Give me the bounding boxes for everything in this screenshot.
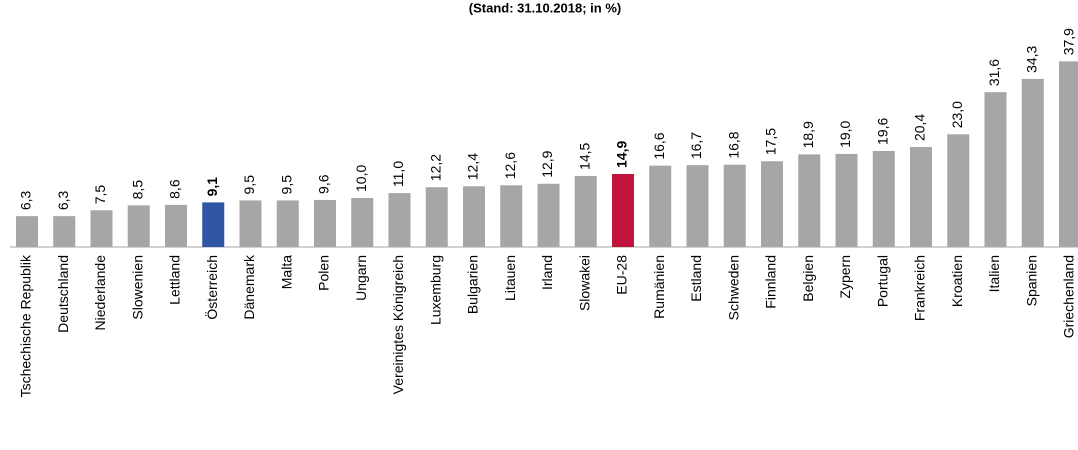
x-tick-label: Österreich xyxy=(203,255,220,320)
bar xyxy=(463,186,485,247)
value-label: 8,6 xyxy=(167,179,183,199)
value-label: 6,3 xyxy=(18,190,34,210)
bar xyxy=(16,216,38,247)
x-tick-label: Griechenland xyxy=(1061,255,1077,338)
x-tick-label: Lettland xyxy=(167,255,183,305)
bar xyxy=(165,204,187,247)
value-label: 16,7 xyxy=(688,132,704,159)
x-tick-label: Slowakei xyxy=(576,255,592,311)
x-tick-label: Schweden xyxy=(725,255,741,320)
x-tick-label: Belgien xyxy=(800,255,816,302)
value-label: 14,5 xyxy=(576,142,592,169)
bar xyxy=(872,150,895,247)
x-tick-label: Finnland xyxy=(763,255,779,309)
bar xyxy=(984,92,1007,247)
value-label: 11,0 xyxy=(390,161,406,187)
value-label: 10,0 xyxy=(353,165,369,192)
x-tick-label: Niederlande xyxy=(92,255,108,331)
bar xyxy=(1021,78,1044,248)
value-label: 19,0 xyxy=(837,120,853,147)
bar xyxy=(761,161,783,247)
bar xyxy=(574,175,597,247)
x-tick-label: Polen xyxy=(316,255,332,291)
x-tick-label: EU-28 xyxy=(614,255,630,295)
bar xyxy=(798,154,821,247)
bar xyxy=(649,165,672,247)
bar xyxy=(239,200,262,247)
x-tick-label: Zypern xyxy=(837,255,853,299)
x-tick-label: Rumänien xyxy=(651,255,667,319)
x-tick-label: Portugal xyxy=(874,255,890,307)
bar xyxy=(276,200,299,247)
value-label: 12,4 xyxy=(465,153,481,180)
bar xyxy=(1059,61,1078,247)
chart-subtitle: (Stand: 31.10.2018; in %) xyxy=(469,0,621,15)
value-label: 9,6 xyxy=(316,174,332,194)
x-tick-label: Italien xyxy=(986,255,1002,292)
bar xyxy=(612,173,634,247)
bar xyxy=(723,164,746,247)
bar xyxy=(314,199,336,247)
bar xyxy=(425,187,448,247)
value-label: 8,5 xyxy=(129,180,145,200)
value-label: 18,9 xyxy=(800,121,816,148)
bar xyxy=(388,193,411,247)
value-label: 9,5 xyxy=(241,175,257,195)
x-tick-label: Slowenien xyxy=(129,255,145,320)
value-label: 37,9 xyxy=(1061,28,1077,55)
x-tick-label: Litauen xyxy=(502,255,518,301)
value-label: 9,1 xyxy=(204,177,220,197)
x-tick-label: Bulgarien xyxy=(465,255,481,314)
value-label: 7,5 xyxy=(92,185,108,205)
bar xyxy=(500,185,523,247)
x-tick-label: Malta xyxy=(278,255,294,289)
x-tick-label: Spanien xyxy=(1023,255,1039,306)
bar xyxy=(835,153,858,247)
bar xyxy=(947,134,970,247)
x-tick-label: Kroatien xyxy=(949,255,965,307)
value-label: 14,9 xyxy=(614,141,630,168)
x-tick-label: Estland xyxy=(688,255,704,302)
value-label: 17,5 xyxy=(763,128,779,155)
value-label: 16,8 xyxy=(725,131,741,158)
value-label: 31,6 xyxy=(986,59,1002,86)
x-tick-label: Frankreich xyxy=(912,255,928,321)
bar xyxy=(537,183,560,247)
bar xyxy=(351,198,374,247)
bar xyxy=(53,216,76,247)
value-label: 12,9 xyxy=(539,150,555,177)
value-label: 16,6 xyxy=(651,132,667,159)
bar xyxy=(90,210,113,247)
value-label: 12,2 xyxy=(427,154,443,181)
value-label: 19,6 xyxy=(874,117,890,144)
x-tick-label: Deutschland xyxy=(55,255,71,333)
value-label: 34,3 xyxy=(1023,45,1039,72)
bar xyxy=(127,205,150,247)
x-tick-label: Tschechische Republik xyxy=(18,254,34,397)
value-label: 12,6 xyxy=(502,152,518,179)
x-tick-label: Luxemburg xyxy=(427,255,443,325)
x-tick-label: Dänemark xyxy=(241,254,257,320)
value-label: 9,5 xyxy=(278,175,294,195)
bar xyxy=(910,147,932,247)
bar xyxy=(686,165,709,247)
value-label: 20,4 xyxy=(912,114,928,141)
x-tick-label: Ungarn xyxy=(353,255,369,301)
x-tick-label: Irland xyxy=(539,255,555,290)
bar xyxy=(202,202,225,247)
value-label: 6,3 xyxy=(55,190,71,210)
x-tick-label: Vereinigtes Königreich xyxy=(390,255,406,394)
value-label: 23,0 xyxy=(949,101,965,128)
